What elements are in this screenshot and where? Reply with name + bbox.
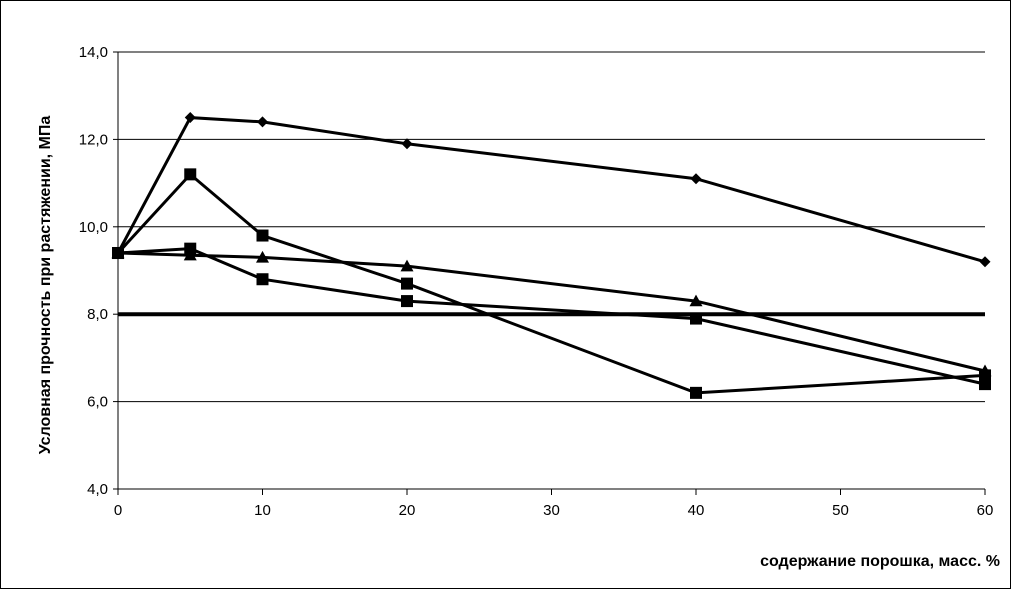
y-tick-label: 10,0	[79, 219, 108, 236]
x-axis-title: содержание порошка, масс. %	[760, 553, 1000, 570]
y-axis-title: Условная прочность при растяжении, МПа	[37, 116, 54, 455]
data-point-square	[112, 247, 124, 260]
data-point-triangle	[689, 294, 703, 307]
series-line	[117, 251, 986, 373]
x-tick-label: 50	[832, 502, 849, 519]
y-tick-label: 6,0	[87, 394, 108, 411]
data-point-diamond	[690, 173, 702, 185]
data-point-diamond	[979, 256, 991, 268]
series-line	[117, 247, 986, 386]
y-tick-label: 14,0	[79, 44, 108, 61]
data-point-square	[184, 168, 197, 181]
y-tick-label: 12,0	[79, 131, 108, 148]
data-point-diamond	[184, 112, 196, 124]
series-group	[111, 112, 992, 399]
data-point-diamond	[257, 116, 268, 128]
data-point-square	[690, 386, 702, 399]
x-tick-label: 0	[114, 502, 122, 519]
x-tick-label: 60	[977, 502, 994, 519]
data-point-triangle	[400, 259, 414, 272]
y-tick-label: 4,0	[87, 481, 108, 498]
series-line	[116, 172, 986, 395]
data-point-square	[401, 277, 413, 290]
data-point-square	[979, 378, 991, 391]
data-point-square	[690, 312, 702, 325]
data-point-triangle	[978, 364, 992, 377]
data-point-square	[401, 295, 413, 308]
data-point-square	[184, 242, 197, 255]
series-4	[112, 242, 991, 391]
x-tick-label: 30	[543, 502, 560, 519]
x-tick-label: 10	[254, 502, 271, 519]
x-tick-label: 20	[399, 502, 416, 519]
axes	[113, 51, 986, 495]
data-point-triangle	[256, 250, 269, 263]
data-point-square	[256, 273, 269, 286]
y-tick-label: 8,0	[87, 306, 108, 323]
data-point-square	[256, 229, 269, 242]
series-line	[116, 116, 986, 264]
data-point-diamond	[401, 138, 413, 150]
tick-labels: 4,0 6,0 8,0 10,0 12,0 14,0 0 10 20 30 40 50 60	[79, 44, 994, 519]
x-tick-label: 40	[688, 502, 705, 519]
